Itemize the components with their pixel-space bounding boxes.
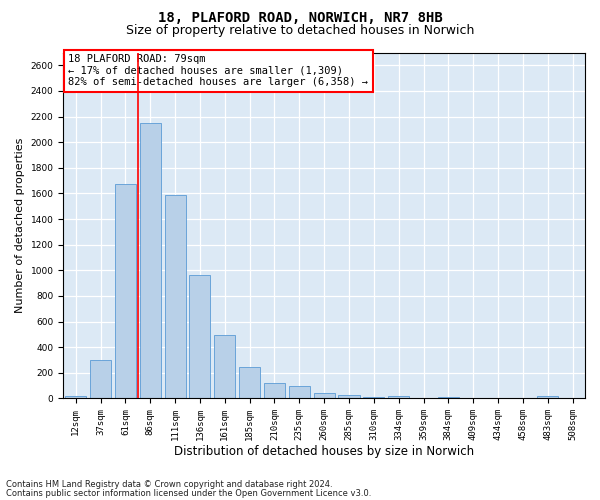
Bar [314,392,335,398]
Bar [338,395,359,398]
Text: Size of property relative to detached houses in Norwich: Size of property relative to detached ho… [126,24,474,37]
Bar [289,386,310,398]
Text: 18 PLAFORD ROAD: 79sqm
← 17% of detached houses are smaller (1,309)
82% of semi-: 18 PLAFORD ROAD: 79sqm ← 17% of detached… [68,54,368,88]
X-axis label: Distribution of detached houses by size in Norwich: Distribution of detached houses by size … [174,444,474,458]
Bar [214,335,235,398]
Bar [388,396,409,398]
Bar [65,396,86,398]
Bar [438,397,459,398]
Text: Contains public sector information licensed under the Open Government Licence v3: Contains public sector information licen… [6,489,371,498]
Bar [537,396,558,398]
Text: Contains HM Land Registry data © Crown copyright and database right 2024.: Contains HM Land Registry data © Crown c… [6,480,332,489]
Bar [239,367,260,398]
Bar [164,194,185,398]
Bar [264,383,285,398]
Bar [90,360,111,399]
Bar [140,123,161,398]
Y-axis label: Number of detached properties: Number of detached properties [15,138,25,313]
Bar [115,184,136,398]
Bar [190,276,211,398]
Bar [363,397,385,398]
Text: 18, PLAFORD ROAD, NORWICH, NR7 8HB: 18, PLAFORD ROAD, NORWICH, NR7 8HB [158,11,442,25]
